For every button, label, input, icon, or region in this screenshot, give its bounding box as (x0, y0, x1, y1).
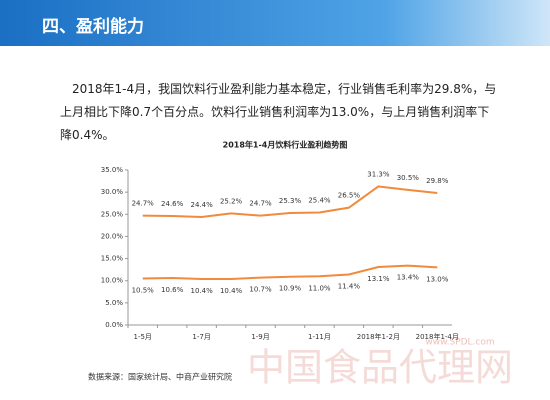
value-label: 31.3% (367, 170, 390, 178)
line (142, 185, 438, 218)
value-label: 10.6% (161, 286, 184, 294)
y-tick-label: 5.0% (105, 299, 123, 307)
value-label: 29.8% (426, 177, 449, 185)
value-label: 10.7% (249, 286, 272, 294)
value-label: 24.4% (191, 201, 214, 209)
value-label: 11.4% (338, 283, 361, 291)
watermark-text: 中国食品代理网 (247, 346, 513, 390)
y-tick-label: 0.0% (105, 321, 123, 329)
y-tick-label: 30.0% (101, 188, 124, 196)
chart-title: 2018年1-4月饮料行业盈利趋势图 (223, 140, 348, 150)
y-tick-label: 25.0% (101, 210, 124, 218)
source: 数据来源：国家统计局、中商产业研究院 (88, 372, 232, 382)
value-label: 10.5% (132, 287, 155, 295)
x-tick-label: 1-7月 (192, 333, 210, 341)
value-label: 25.4% (308, 197, 331, 205)
value-label: 24.7% (132, 200, 155, 208)
value-label: 24.7% (249, 200, 272, 208)
value-label: 24.6% (161, 200, 184, 208)
x-tick-label: 1-11月 (308, 333, 331, 341)
value-label: 25.2% (220, 197, 243, 205)
header-banner: 四、盈利能力 (0, 0, 550, 46)
value-label: 25.3% (279, 197, 302, 205)
paragraph: 2018年1-4月，我国饮料行业盈利能力基本稳定，行业销售毛利率为29.8%，与… (60, 82, 497, 142)
watermark-url: www.SPDL.com (425, 338, 494, 348)
value-label: 11.0% (308, 284, 331, 292)
x-tick-label: 2018年1-4月 (416, 332, 459, 341)
value-label: 13.1% (367, 275, 390, 283)
x-tick-label: 1-5月 (134, 333, 152, 341)
y-tick-label: 35.0% (101, 166, 124, 174)
y-tick-label: 20.0% (101, 232, 124, 240)
value-label: 10.4% (220, 287, 243, 295)
line (142, 264, 438, 280)
value-label: 26.5% (338, 192, 361, 200)
value-label: 13.0% (426, 275, 449, 283)
x-tick-label: 1-9月 (251, 333, 269, 341)
x-tick-label: 2018年1-2月 (357, 332, 400, 341)
y-tick-label: 15.0% (101, 255, 124, 263)
value-label: 10.4% (191, 287, 214, 295)
header-title: 四、盈利能力 (42, 17, 144, 37)
value-label: 13.4% (397, 274, 420, 282)
value-label: 30.5% (397, 174, 420, 182)
y-tick-label: 10.0% (101, 277, 124, 285)
value-label: 10.9% (279, 285, 302, 293)
